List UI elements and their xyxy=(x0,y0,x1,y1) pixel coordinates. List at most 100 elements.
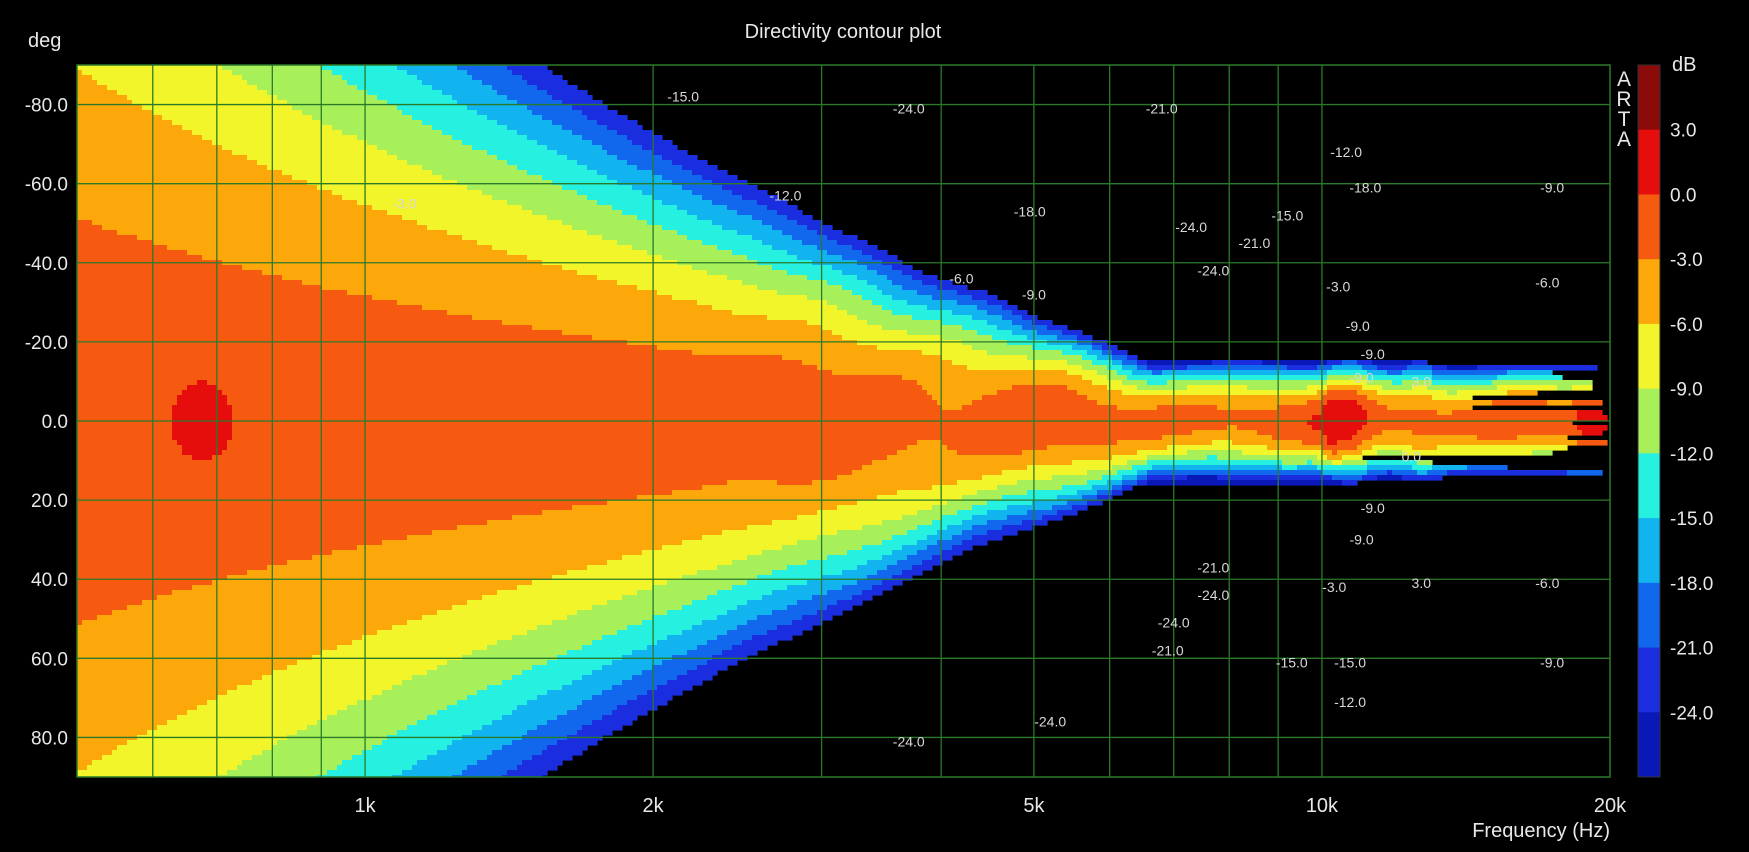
heatmap-cell xyxy=(192,130,343,136)
heatmap-cell xyxy=(1382,385,1413,391)
heatmap-cell xyxy=(87,765,238,771)
heatmap-cell xyxy=(1362,475,1378,481)
colorbar-tick-label: -6.0 xyxy=(1670,315,1703,336)
heatmap-cell xyxy=(682,630,728,636)
heatmap-cell xyxy=(987,300,1008,306)
heatmap-cell xyxy=(232,70,333,76)
heatmap-cell xyxy=(862,465,1028,471)
colorbar-tick-label: -9.0 xyxy=(1670,380,1703,401)
heatmap-cell xyxy=(497,90,548,96)
heatmap-cell xyxy=(1097,400,1308,406)
heatmap-cell xyxy=(172,425,233,431)
heatmap-cell xyxy=(77,235,138,241)
contour-label: -18.0 xyxy=(1349,180,1381,196)
heatmap-cell xyxy=(1402,450,1533,456)
heatmap-cell xyxy=(472,650,568,656)
heatmap-cell xyxy=(997,485,1063,491)
heatmap-cell xyxy=(457,65,508,71)
heatmap-cell xyxy=(77,555,313,561)
heatmap-cell xyxy=(507,125,563,131)
heatmap-cell xyxy=(92,220,418,226)
colorbar-band xyxy=(1638,582,1660,649)
heatmap-cell xyxy=(417,75,473,81)
heatmap-cell xyxy=(1122,480,1138,486)
heatmap-cell xyxy=(142,600,468,606)
heatmap-cell xyxy=(1362,405,1388,411)
heatmap-cell xyxy=(1057,495,1083,501)
heatmap-cell xyxy=(422,80,483,86)
heatmap-cell xyxy=(82,620,408,626)
heatmap-cell xyxy=(817,365,968,371)
contour-label: -9.0 xyxy=(1540,180,1564,196)
heatmap-cell xyxy=(917,550,943,556)
heatmap-cell xyxy=(1322,445,1358,451)
heatmap-cell xyxy=(1362,425,1578,431)
heatmap-cell xyxy=(1572,385,1593,391)
heatmap-cell xyxy=(292,175,443,181)
heatmap-cell xyxy=(1152,465,1283,471)
heatmap-cell xyxy=(1147,470,1323,476)
heatmap-cell xyxy=(1497,385,1558,391)
heatmap-cell xyxy=(1007,340,1048,346)
heatmap-cell xyxy=(837,305,883,311)
heatmap-cell xyxy=(1357,360,1373,366)
contour-label: -6.0 xyxy=(1535,575,1559,591)
heatmap-cell xyxy=(652,585,733,591)
heatmap-cell xyxy=(1407,365,1433,371)
heatmap-cell xyxy=(1122,485,1133,491)
heatmap-cell xyxy=(1147,380,1168,386)
heatmap-cell xyxy=(692,170,728,176)
heatmap-cell xyxy=(1052,505,1073,511)
heatmap-cell xyxy=(527,80,568,86)
heatmap-cell xyxy=(907,530,938,536)
heatmap-cell xyxy=(1242,450,1323,456)
heatmap-cell xyxy=(1082,365,1108,371)
heatmap-cell xyxy=(727,275,808,281)
heatmap-cell xyxy=(592,605,683,611)
heatmap-cell xyxy=(872,460,1073,466)
heatmap-cell xyxy=(697,215,753,221)
heatmap-cell xyxy=(942,335,993,341)
heatmap-cell xyxy=(467,70,513,76)
heatmap-cell xyxy=(77,370,833,376)
heatmap-cell xyxy=(422,615,568,621)
colorbar-tick-label: -3.0 xyxy=(1670,250,1703,271)
heatmap-cell xyxy=(882,305,928,311)
heatmap-cell xyxy=(77,665,288,671)
heatmap-cell xyxy=(1327,385,1363,391)
heatmap-cell xyxy=(217,775,318,777)
heatmap-cell xyxy=(1402,475,1443,481)
heatmap-cell xyxy=(777,290,853,296)
heatmap-cell xyxy=(747,255,798,261)
heatmap-cell xyxy=(492,85,538,91)
heatmap-cell xyxy=(652,150,688,156)
colorbar-tick-label: -18.0 xyxy=(1670,574,1713,595)
heatmap-cell xyxy=(1002,525,1033,531)
heatmap-cell xyxy=(797,540,883,546)
heatmap-cell xyxy=(942,550,963,556)
contour-label: -6.0 xyxy=(1535,275,1559,291)
heatmap-cell xyxy=(1062,330,1083,336)
heatmap-cell xyxy=(637,215,698,221)
heatmap-cell xyxy=(502,680,573,686)
heatmap-cell xyxy=(77,400,178,406)
heatmap-cell xyxy=(1037,330,1063,336)
heatmap-cell xyxy=(77,410,173,416)
heatmap-cell xyxy=(937,530,963,536)
y-tick-label: -60.0 xyxy=(25,175,68,196)
heatmap-cell xyxy=(1122,360,1138,366)
heatmap-cell xyxy=(602,690,648,696)
heatmap-cell xyxy=(92,760,243,766)
heatmap-cell xyxy=(657,290,778,296)
heatmap-cell xyxy=(77,505,573,511)
heatmap-cell xyxy=(417,720,493,726)
heatmap-cell xyxy=(562,185,633,191)
heatmap-cell xyxy=(772,590,828,596)
heatmap-cell xyxy=(997,390,1078,396)
heatmap-cell xyxy=(77,215,403,221)
heatmap-cell xyxy=(852,245,878,251)
heatmap-cell xyxy=(1307,385,1328,391)
heatmap-cell xyxy=(77,205,373,211)
heatmap-cell xyxy=(827,555,883,561)
heatmap-cell xyxy=(1507,370,1553,376)
